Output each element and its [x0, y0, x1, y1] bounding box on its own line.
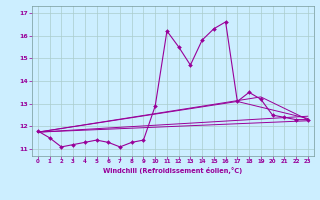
- X-axis label: Windchill (Refroidissement éolien,°C): Windchill (Refroidissement éolien,°C): [103, 167, 243, 174]
